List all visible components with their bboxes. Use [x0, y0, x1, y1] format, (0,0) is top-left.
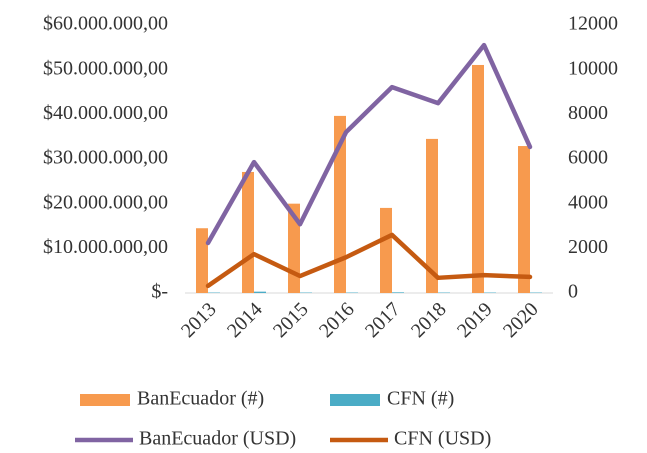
legend-swatch — [80, 394, 130, 406]
x-tick-label: 2019 — [453, 298, 497, 342]
bar — [242, 171, 254, 293]
legend-label: BanEcuador (USD) — [139, 428, 296, 450]
y2-tick-label: 8000 — [568, 102, 608, 124]
bar — [196, 228, 208, 293]
x-tick-label: 2013 — [177, 298, 221, 342]
x-tick-label: 2014 — [223, 298, 267, 342]
legend-label: BanEcuador (#) — [137, 388, 264, 410]
x-tick-label: 2017 — [361, 298, 405, 342]
legend-label: CFN (USD) — [394, 428, 491, 450]
bar — [426, 138, 438, 293]
bar — [380, 207, 392, 293]
legend-label: CFN (#) — [387, 388, 454, 410]
y2-tick-label: 6000 — [568, 147, 608, 169]
bar — [392, 292, 404, 293]
legend-swatch — [330, 394, 380, 406]
y2-tick-label: 2000 — [568, 236, 608, 258]
y-tick-label: $60.000.000,00 — [43, 13, 168, 35]
line — [205, 232, 533, 289]
y-tick-label: $10.000.000,00 — [43, 236, 168, 258]
y-tick-label: $50.000.000,00 — [43, 57, 168, 79]
y2-tick-label: 12000 — [568, 13, 618, 35]
bar — [472, 64, 484, 293]
y-tick-label: $- — [151, 281, 168, 303]
y-tick-label: $20.000.000,00 — [43, 191, 168, 213]
bar — [254, 291, 266, 293]
line — [205, 42, 533, 246]
x-tick-label: 2018 — [407, 298, 451, 342]
x-tick-label: 2016 — [315, 298, 359, 342]
y-tick-label: $30.000.000,00 — [43, 147, 168, 169]
y-tick-label: $40.000.000,00 — [43, 102, 168, 124]
x-tick-label: 2015 — [269, 298, 313, 342]
y2-tick-label: 10000 — [568, 57, 618, 79]
x-tick-label: 2020 — [499, 298, 543, 342]
bar — [334, 115, 346, 293]
bar — [518, 146, 530, 293]
y2-tick-label: 0 — [568, 281, 578, 303]
y2-tick-label: 4000 — [568, 191, 608, 213]
